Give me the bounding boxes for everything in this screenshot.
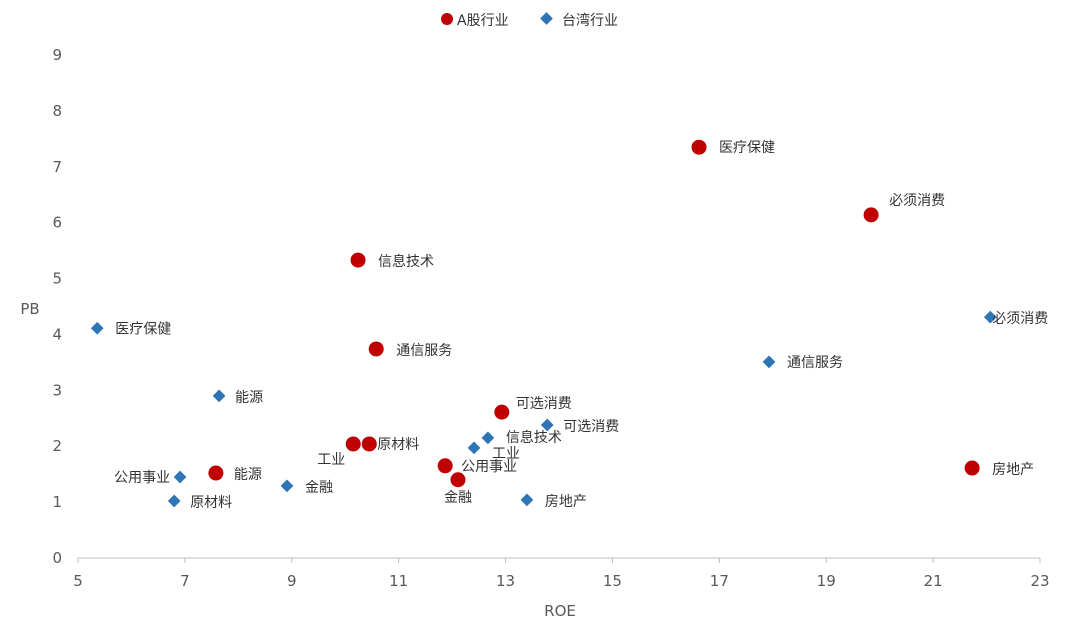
point-taiwan	[762, 355, 776, 369]
data-label: 金融	[305, 480, 333, 496]
point-taiwan	[520, 493, 534, 507]
data-label: 必须消费	[992, 311, 1048, 327]
data-label: 工业	[317, 452, 345, 468]
data-label: 能源	[234, 467, 262, 483]
y-tick-label: 7	[52, 158, 62, 176]
point-taiwan	[167, 494, 181, 508]
point-taiwan	[467, 441, 481, 455]
data-label: 公用事业	[114, 470, 170, 486]
data-label: 信息技术	[378, 253, 434, 270]
data-label: 医疗保健	[719, 140, 775, 156]
point-taiwan	[90, 321, 104, 335]
point-a-share	[345, 436, 361, 452]
data-label: 原材料	[377, 437, 419, 453]
legend-marker-a-share	[441, 13, 453, 25]
point-a-share	[964, 460, 980, 476]
legend-label-a-share: A股行业	[457, 13, 509, 29]
point-taiwan	[481, 431, 495, 445]
point-a-share	[208, 465, 224, 481]
x-tick-label: 11	[389, 572, 408, 590]
x-tick-label: 21	[924, 572, 943, 590]
data-label: 通信服务	[396, 343, 452, 359]
data-label: 通信服务	[787, 355, 843, 371]
data-label: 能源	[235, 390, 263, 406]
data-label: 房地产	[992, 462, 1034, 478]
point-a-share	[368, 341, 384, 357]
y-tick-label: 4	[52, 325, 62, 343]
x-tick-label: 5	[73, 572, 83, 590]
data-label: 金融	[444, 490, 472, 506]
x-tick-label: 15	[603, 572, 622, 590]
point-a-share	[437, 458, 453, 474]
point-taiwan	[280, 479, 294, 493]
y-tick-label: 2	[52, 437, 62, 455]
point-a-share	[450, 472, 466, 488]
x-tick-label: 23	[1030, 572, 1049, 590]
data-label: 必须消费	[889, 193, 945, 209]
x-tick-label: 7	[180, 572, 190, 590]
point-a-share	[494, 404, 510, 420]
y-tick-label: 0	[52, 549, 62, 567]
x-axis-title: ROE	[544, 602, 576, 620]
data-label: 工业	[492, 446, 520, 462]
data-label: 公用事业	[461, 459, 517, 475]
x-tick-label: 9	[287, 572, 297, 590]
data-label: 原材料	[190, 495, 232, 511]
legend: A股行业 台湾行业	[441, 12, 618, 29]
y-tick-label: 8	[52, 102, 62, 120]
data-label: 可选消费	[563, 419, 619, 435]
point-a-share	[361, 436, 377, 452]
point-taiwan	[212, 389, 226, 403]
point-a-share	[863, 207, 879, 223]
x-tick-label: 19	[817, 572, 836, 590]
x-tick-label: 13	[496, 572, 515, 590]
y-tick-label: 1	[52, 493, 62, 511]
x-tick-label: 17	[710, 572, 729, 590]
data-label: 信息技术	[506, 429, 562, 446]
y-tick-label: 9	[52, 46, 62, 64]
point-a-share	[350, 252, 366, 268]
point-taiwan	[173, 470, 187, 484]
data-label: 房地产	[545, 494, 587, 510]
legend-label-taiwan: 台湾行业	[562, 12, 618, 29]
y-tick-label: 5	[52, 270, 62, 288]
data-label: 医疗保健	[115, 321, 171, 337]
y-axis-title: PB	[20, 300, 39, 318]
legend-marker-taiwan	[540, 12, 553, 25]
y-tick-label: 6	[52, 214, 62, 232]
data-label: 可选消费	[516, 396, 572, 412]
point-a-share	[691, 139, 707, 155]
y-tick-label: 3	[52, 381, 62, 399]
